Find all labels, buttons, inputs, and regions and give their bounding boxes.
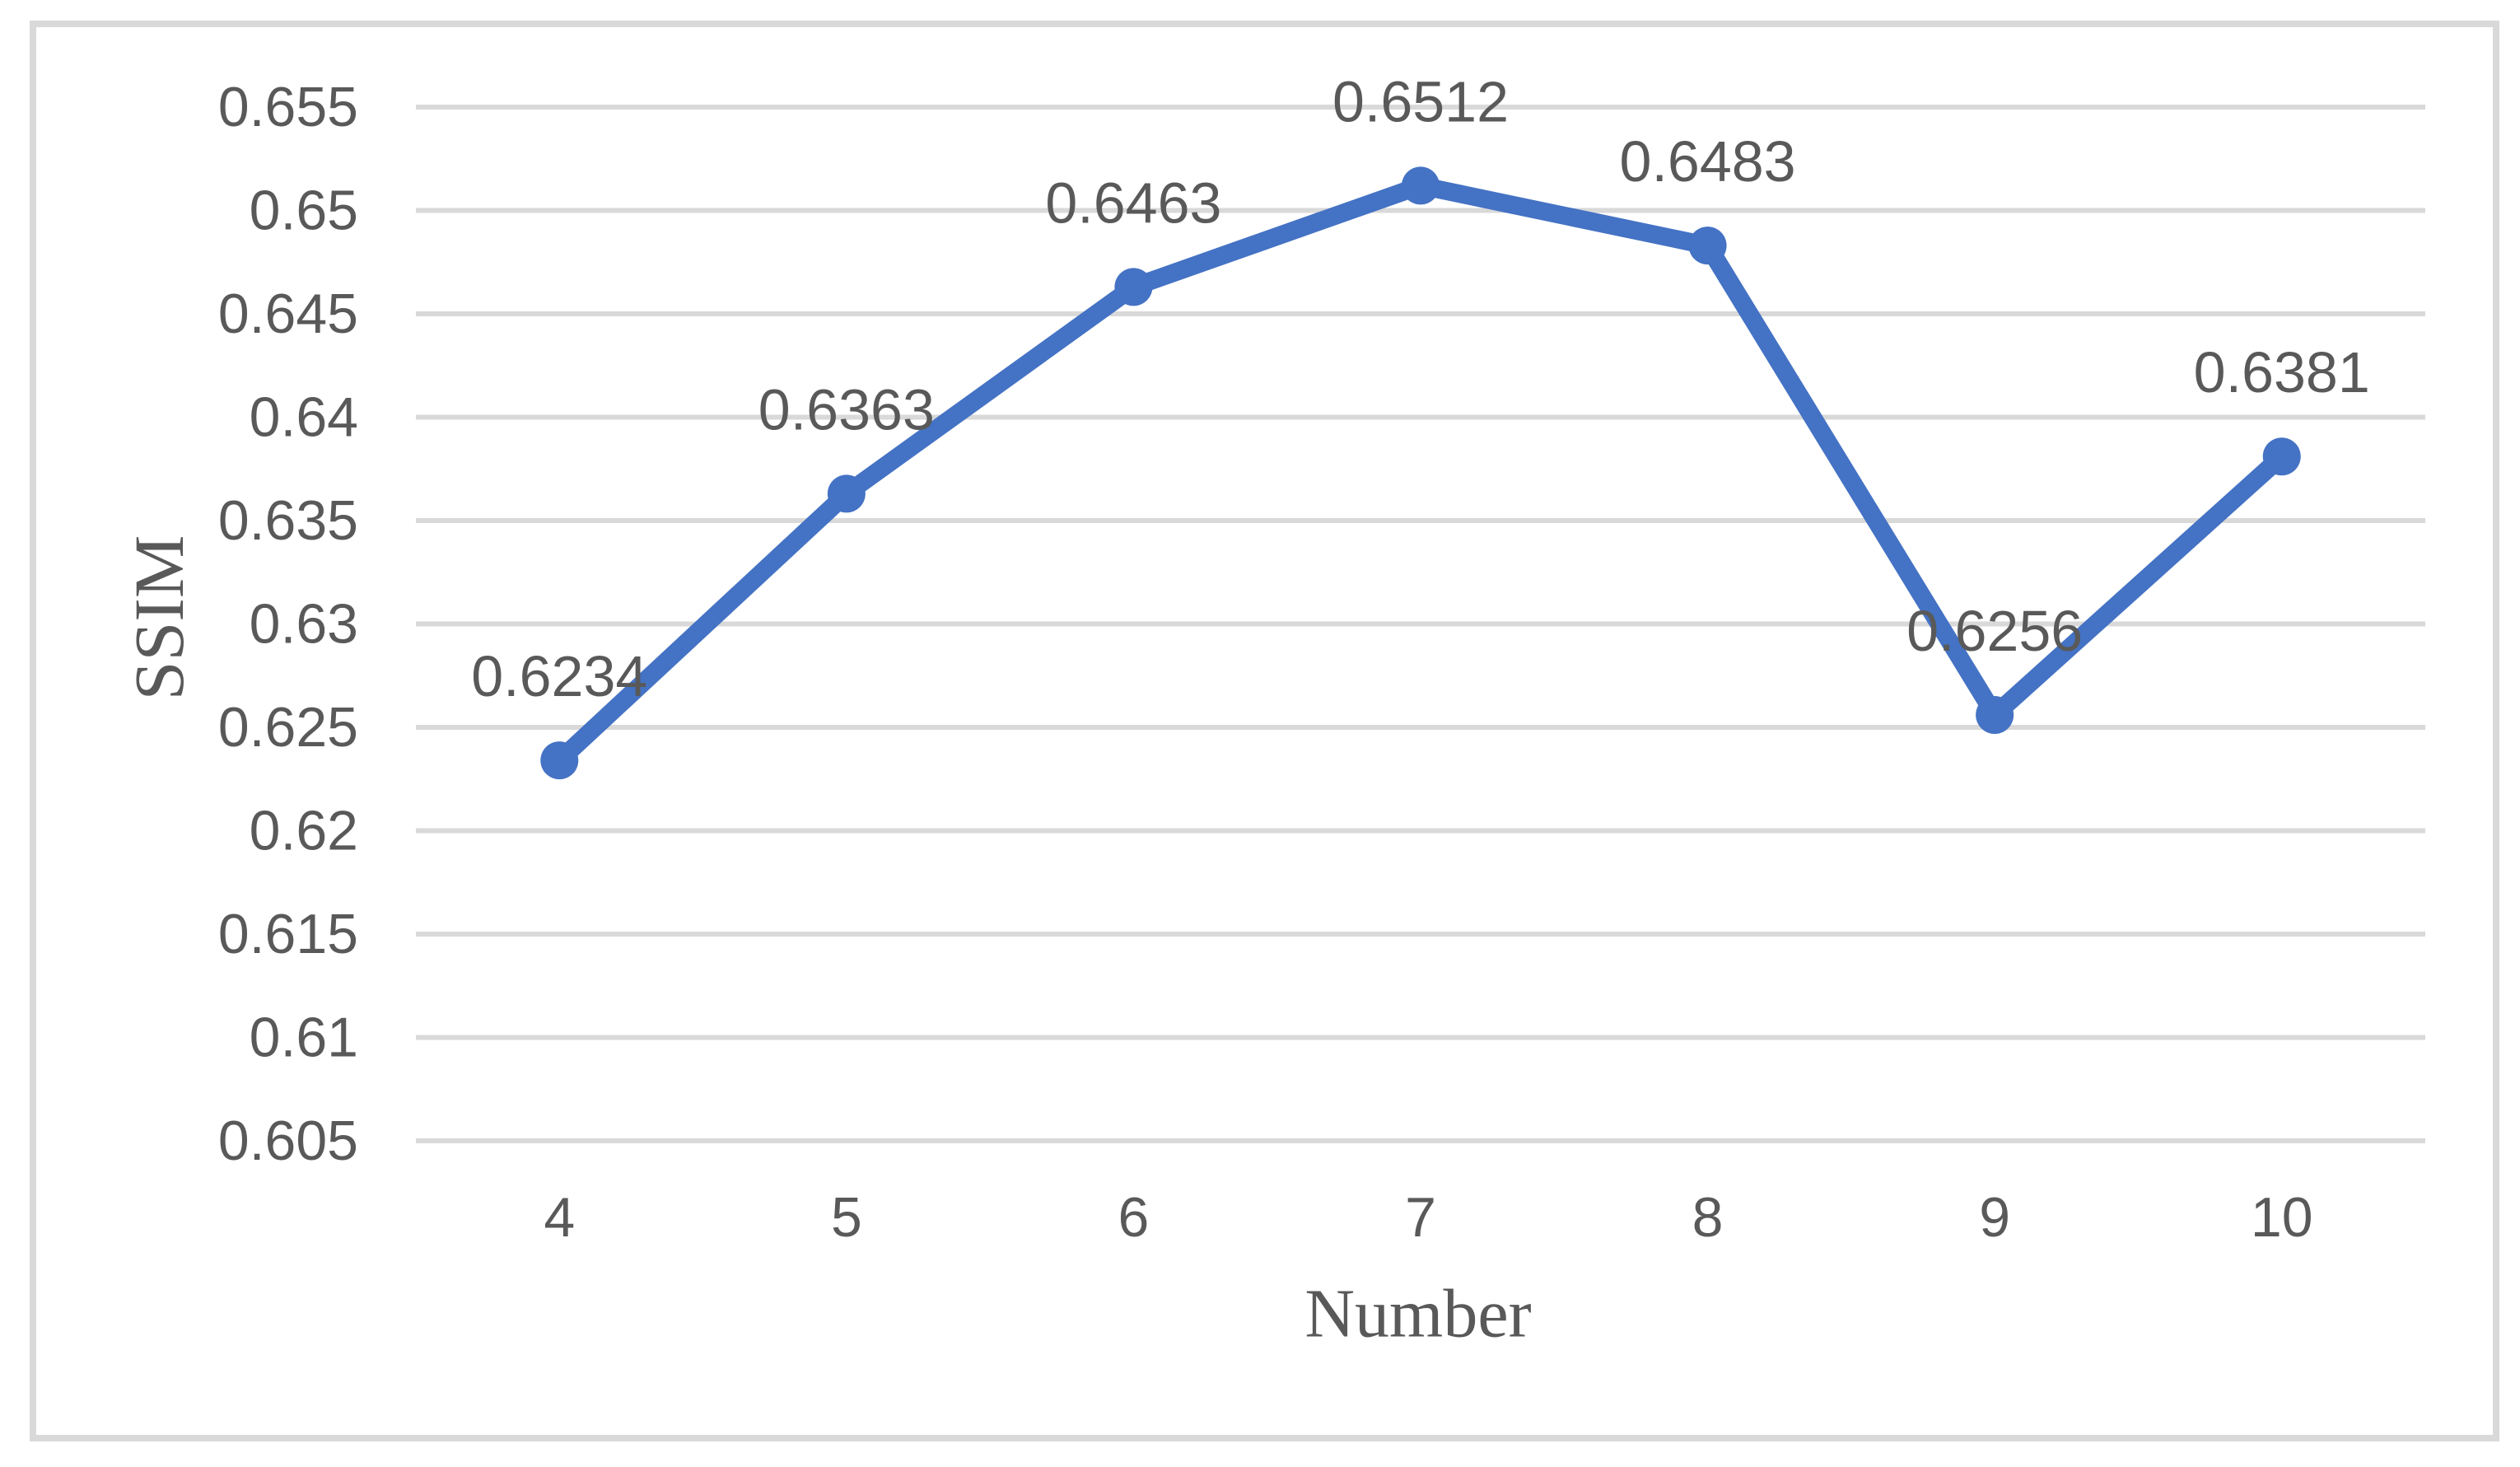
data-point-marker [2262,437,2301,476]
x-tick-label: 8 [1692,1186,1724,1249]
y-tick-label: 0.64 [250,386,358,449]
x-tick-label: 5 [831,1186,862,1249]
x-tick-label: 9 [1979,1186,2010,1249]
y-tick-label: 0.63 [250,593,358,656]
ssim-line [550,176,2291,770]
y-tick-label: 0.605 [218,1110,358,1172]
data-label: 0.6363 [758,377,935,442]
data-label: 0.6381 [2194,340,2370,404]
data-label: 0.6483 [1620,129,1796,194]
y-tick-label: 0.635 [218,489,358,552]
x-tick-label: 6 [1118,1186,1150,1249]
data-point-marker [1976,695,2014,734]
x-axis-title: Number [1304,1275,1532,1353]
data-label: 0.6463 [1045,171,1221,235]
data-point-marker [540,741,579,780]
data-point-marker [827,474,866,513]
x-tick-label: 4 [544,1186,575,1249]
data-label: 0.6512 [1332,69,1509,133]
y-axis-title: SSIM [119,535,198,701]
y-tick-label: 0.625 [218,696,358,759]
y-tick-label: 0.61 [250,1007,358,1069]
x-tick-label: 10 [2251,1186,2313,1249]
data-point-marker [1402,166,1440,205]
data-label: 0.6234 [471,644,647,708]
data-label: 0.6256 [1906,599,2083,663]
y-tick-label: 0.655 [218,76,358,138]
y-tick-label: 0.62 [250,800,358,862]
y-tick-label: 0.615 [218,903,358,965]
y-tick-label: 0.65 [250,180,358,242]
chart-frame [30,21,2499,1441]
y-tick-label: 0.645 [218,283,358,345]
x-tick-label: 7 [1405,1186,1436,1249]
data-point-marker [1114,268,1153,306]
data-point-marker [1688,227,1727,265]
